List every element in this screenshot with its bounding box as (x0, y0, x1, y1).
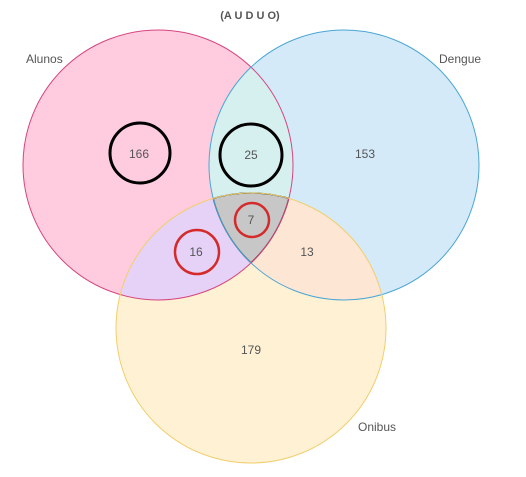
alunos-onibus-region (116, 193, 293, 300)
diagram-title: (A U D U O) (220, 10, 280, 22)
count-alunos-dengue: 25 (244, 148, 258, 162)
set-label-dengue: Dengue (439, 52, 481, 66)
highlight-ring-alunos-only (108, 121, 172, 185)
alunos-circle-outline (22, 29, 294, 301)
onibus-circle-outline (115, 192, 387, 464)
count-alunos-onibus: 16 (189, 245, 203, 259)
dengue-circle-outline (208, 29, 480, 301)
highlight-ring-alunos-dengue (218, 122, 284, 188)
dengue-onibus-region (209, 193, 386, 300)
highlight-ring-all-three (233, 201, 271, 239)
highlight-ring-alunos-onibus (173, 228, 221, 276)
count-all-three: 7 (248, 213, 255, 227)
count-onibus-only: 179 (241, 343, 261, 357)
count-alunos-only: 166 (129, 147, 149, 161)
count-dengue-onibus: 13 (300, 245, 314, 259)
count-dengue-only: 153 (355, 147, 375, 161)
set-label-onibus: Onibus (358, 420, 396, 434)
set-label-alunos: Alunos (26, 52, 63, 66)
